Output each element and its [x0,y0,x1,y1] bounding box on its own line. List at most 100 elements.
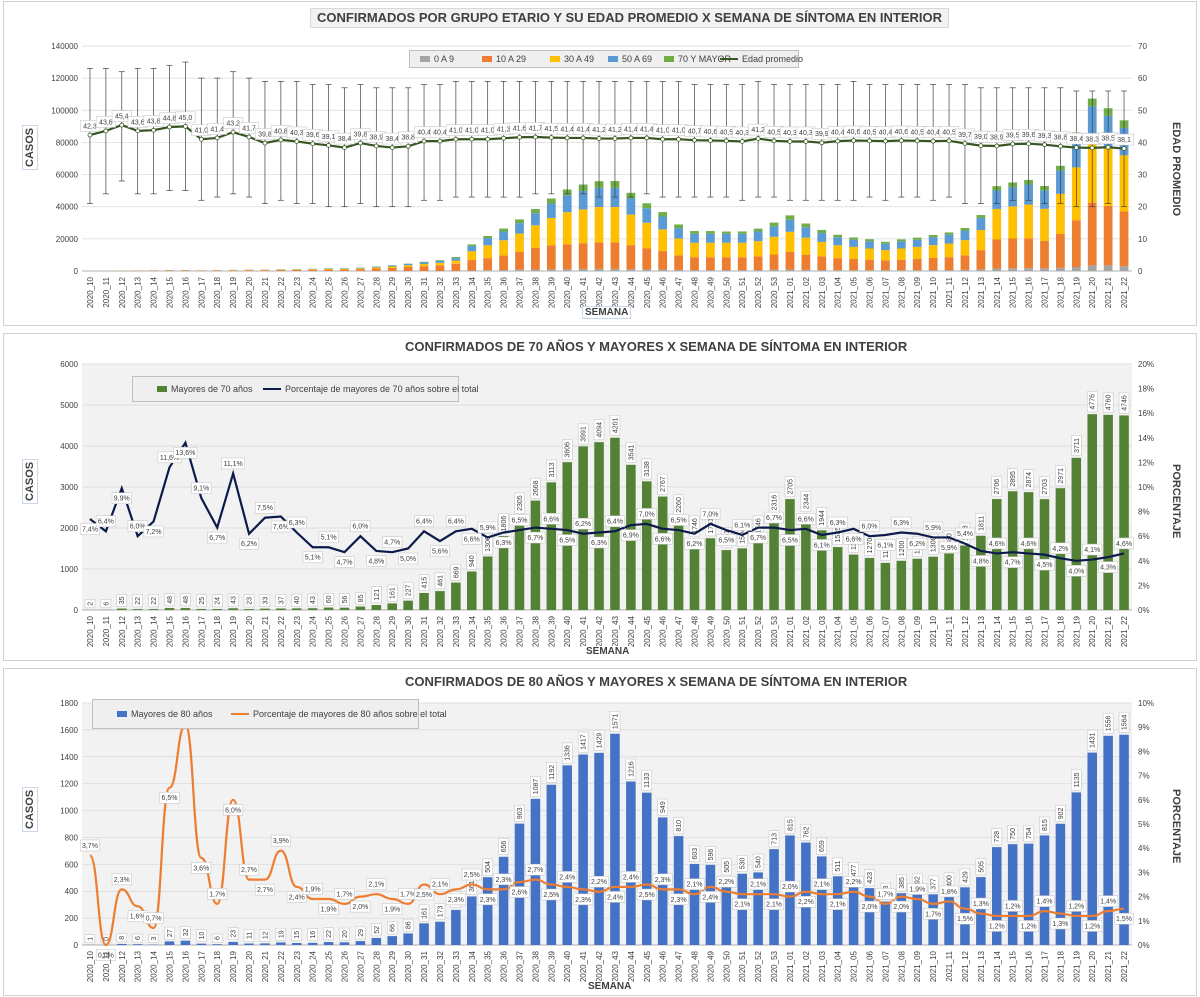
svg-text:1,9%: 1,9% [384,906,400,913]
svg-text:903: 903 [517,807,524,819]
percentage-label: 2,1% [732,898,753,910]
x-tick-label: 2021_05 [850,950,859,982]
bar-segment [1056,193,1065,235]
percentage-label: 2,2% [589,876,609,888]
edad-point [835,138,841,144]
percentage-label: 2,1% [684,878,705,890]
x-tick-label: 2021_03 [818,615,827,647]
bar-value-label: 2895 [1007,468,1018,490]
percentage-label: 2,0% [859,900,880,913]
bar-segment [626,198,636,215]
svg-text:2,2%: 2,2% [846,879,862,886]
bar-value-label: 3541 [625,442,637,463]
x-tick-label: 2020_14 [150,615,159,647]
svg-text:4094: 4094 [596,422,603,438]
svg-text:11,6%: 11,6% [160,455,179,462]
svg-text:6,5%: 6,5% [718,538,734,545]
svg-text:5,1%: 5,1% [321,535,337,542]
percentage-label: 5,6% [430,545,450,557]
x-tick-label: 2020_50 [722,950,731,982]
y-right-tick-label: 2% [1138,581,1150,590]
svg-text:1,2%: 1,2% [1068,903,1084,910]
svg-text:0: 0 [103,937,110,941]
bar-segment [721,242,731,258]
y-tick-label: 6000 [60,360,78,369]
edad-point [930,138,936,144]
percentage-label: 2,0% [780,880,800,893]
x-tick-label: 2020_12 [118,950,127,982]
svg-text:2,3%: 2,3% [575,897,591,904]
x-tick-label: 2020_39 [547,615,556,647]
svg-text:16: 16 [310,931,317,939]
percentage-label: 2,1% [811,878,832,890]
svg-text:1300: 1300 [931,536,938,552]
svg-text:2,3%: 2,3% [114,877,130,884]
x-tick-label: 2020_49 [706,276,715,308]
bar-segment [833,270,843,271]
bar-segment [881,250,890,261]
bar [1071,457,1082,610]
bar [482,556,493,610]
svg-text:603: 603 [692,848,699,860]
svg-text:1,9%: 1,9% [305,886,321,893]
percentage-label: 2,1% [827,898,848,910]
x-tick-label: 2020_18 [213,276,222,308]
svg-text:1,7%: 1,7% [400,891,416,898]
bar-segment [483,270,493,271]
bar [848,554,859,610]
bar-segment [849,237,858,240]
svg-text:40,4: 40,4 [433,130,447,137]
bar-value-label: 161 [418,904,430,922]
chart-70-plus: 0 1000 2000 3000 4000 5000 6000 0% 2% 4% 6% 8% 10% 12… [60,360,1154,647]
svg-text:24: 24 [215,597,222,605]
svg-text:1806: 1806 [501,516,508,532]
svg-text:6,5%: 6,5% [512,518,528,525]
percentage-label: 6,7% [207,531,228,544]
edad-point [262,140,268,146]
percentage-label: 6,1% [875,539,896,551]
bar-segment [658,212,668,217]
percentage-label: 7,0% [700,508,721,520]
x-tick-label: 2020_20 [245,950,254,982]
bar-segment [419,261,429,263]
chart-panel-70-plus: CONFIRMADOS DE 70 AÑOS Y MAYORES X SEMAN… [3,333,1197,661]
chart-title: CONFIRMADOS POR GRUPO ETARIO Y SU EDAD P… [310,8,950,28]
bar-value-label: 377 [927,875,939,893]
svg-text:2,1%: 2,1% [766,902,782,909]
svg-text:2,6%: 2,6% [512,890,528,897]
svg-text:40,5: 40,5 [767,129,781,136]
svg-text:6,5%: 6,5% [671,518,687,525]
x-tick-label: 2021_16 [1025,276,1034,308]
x-tick-label: 2020_33 [452,276,461,308]
bar-segment [737,231,747,234]
svg-text:42,3: 42,3 [83,123,97,130]
x-tick-label: 2020_38 [531,615,540,647]
x-tick-label: 2021_16 [1025,615,1034,647]
x-tick-label: 2020_31 [420,950,429,982]
bar [896,560,907,610]
x-tick-label: 2020_26 [341,615,350,647]
bar [673,517,684,610]
svg-text:1,9%: 1,9% [909,886,925,893]
bar-segment [976,250,986,270]
x-tick-label: 2020_38 [531,276,540,308]
svg-text:4,3%: 4,3% [1100,565,1116,572]
bar-value-label: 1429 [593,730,605,751]
edad-point [1010,141,1016,147]
bar-segment [578,209,588,244]
svg-text:1,7%: 1,7% [337,891,353,898]
y-tick-label: 3000 [60,483,78,492]
bar-segment [721,233,731,243]
percentage-label: 2,0% [350,900,371,913]
bar-value-label: 48 [180,593,191,607]
bar-value-label: 40 [291,593,303,607]
percentage-label: 2,3% [668,893,689,906]
svg-text:1417: 1417 [581,734,588,750]
bar [960,545,970,610]
svg-text:361: 361 [469,880,476,892]
x-tick-label: 2021_10 [929,950,938,982]
bar-value-label: 29 [355,926,366,940]
percentage-label: 2,4% [700,891,721,903]
svg-text:38,9: 38,9 [990,134,1004,141]
x-tick-label: 2021_05 [850,615,859,647]
